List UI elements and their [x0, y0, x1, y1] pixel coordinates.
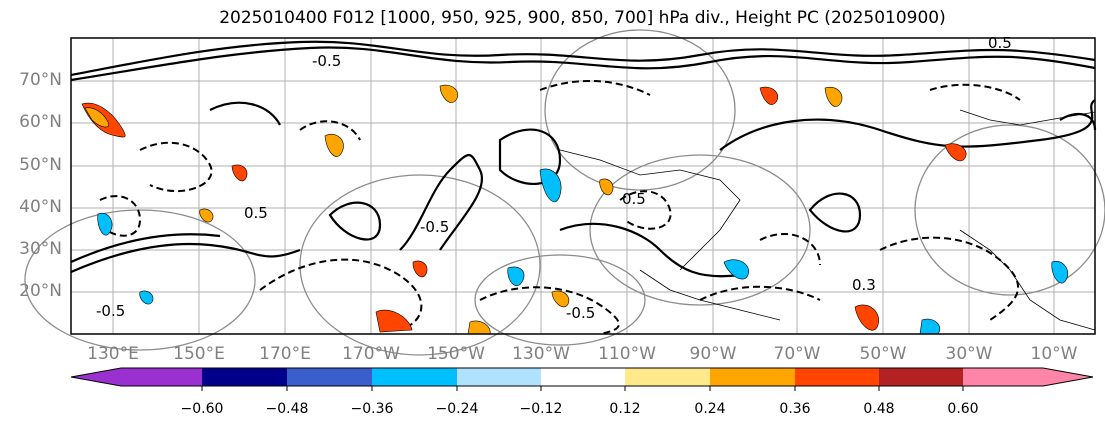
colorbar-swatch [710, 368, 795, 386]
colorbar-swatch [625, 368, 710, 386]
lon-label: 10°W [1030, 344, 1078, 364]
colorbar-swatch [457, 368, 541, 386]
colorbar-tick-label: −0.24 [435, 401, 479, 417]
lat-label: 60°N [19, 112, 62, 132]
colorbar-swatch [71, 368, 121, 386]
contour-label: -0.5 [566, 304, 595, 322]
colorbar-tick-label: 0.36 [779, 401, 811, 417]
lon-label: 130°E [87, 344, 139, 364]
contour-label: -0.5 [312, 52, 341, 70]
colorbar-swatch [372, 368, 457, 386]
colorbar-tick-label: −0.60 [180, 401, 224, 417]
lat-label: 20°N [19, 281, 62, 301]
contour-label: -0.5 [420, 218, 449, 236]
colorbar-swatch [963, 368, 1043, 386]
colorbar [70, 367, 1094, 391]
contour-label: 0.5 [244, 204, 268, 222]
colorbar-swatch [202, 368, 287, 386]
colorbar-swatch [541, 368, 625, 386]
lon-label: 90°W [689, 344, 737, 364]
colorbar-swatch [879, 368, 963, 386]
lon-label: 170°E [259, 344, 311, 364]
coastlines [559, 109, 1096, 331]
contour-label: 0.3 [852, 276, 876, 294]
lon-label: 150°E [173, 344, 225, 364]
negative-div-contours [99, 80, 1021, 335]
lat-label: 30°N [19, 239, 62, 259]
lon-label: 110°W [598, 344, 656, 364]
colorbar-tick-label: 0.60 [947, 401, 979, 417]
colorbar-tick-label: −0.12 [519, 401, 563, 417]
lat-label: 50°N [19, 155, 62, 175]
colorbar-swatch [287, 368, 372, 386]
colorbar-tick-label: −0.36 [350, 401, 394, 417]
lat-label: 40°N [19, 197, 62, 217]
colorbar-swatch [1043, 368, 1093, 386]
colorbar-tick-label: 0.48 [863, 401, 895, 417]
lon-label: 150°W [427, 344, 485, 364]
divergence-shading [81, 84, 1069, 335]
colorbar-tick-label: 0.24 [694, 401, 726, 417]
colorbar-tick-label: 0.12 [609, 401, 641, 417]
lon-label: 170°W [342, 344, 400, 364]
lon-label: 70°W [773, 344, 821, 364]
map-panel [71, 38, 1095, 334]
lat-label: 70°N [19, 70, 62, 90]
height-pc-contours [24, 29, 1105, 356]
colorbar-tick-label: −0.48 [265, 401, 309, 417]
contour-label: 0.5 [988, 34, 1012, 52]
colorbar-swatch [795, 368, 879, 386]
colorbar-swatch [121, 368, 202, 386]
contour-label: -0.5 [96, 302, 125, 320]
map-frame [70, 37, 1096, 335]
lon-label: 50°W [859, 344, 907, 364]
graticule [71, 38, 1095, 334]
lon-label: 30°W [945, 344, 993, 364]
contour-label: 0.5 [622, 190, 646, 208]
contour-labels: -0.5 0.5 -0.5 -0.5 0.5 0.5 -0.5 0.3 [96, 34, 1012, 322]
positive-div-contours [70, 40, 1097, 278]
map-title: 2025010400 F012 [1000, 950, 925, 900, 85… [219, 8, 946, 28]
lon-label: 130°W [512, 344, 570, 364]
